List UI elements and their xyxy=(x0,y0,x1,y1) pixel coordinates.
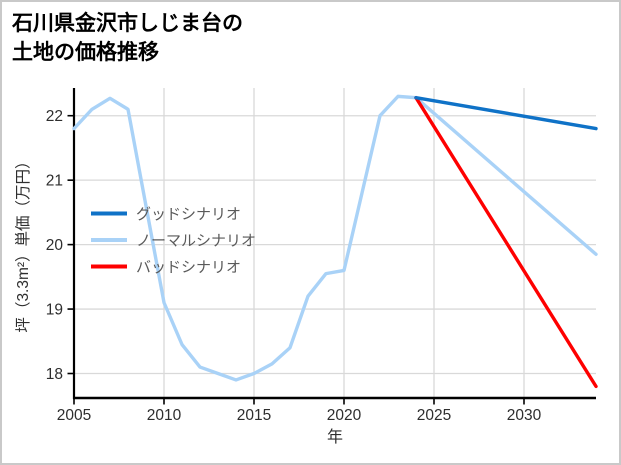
legend-label: ノーマルシナリオ xyxy=(136,233,256,250)
x-tick-label: 2015 xyxy=(237,407,271,424)
x-axis-label: 年 xyxy=(327,428,343,446)
x-tick-label: 2025 xyxy=(417,407,451,424)
y-axis-label: 坪（3.3m²）単価（万円） xyxy=(14,153,32,332)
y-tick-label: 21 xyxy=(46,173,63,190)
chart-title: 石川県金沢市しじま台の 土地の価格推移 xyxy=(12,10,243,68)
series-line-good-forecast xyxy=(414,95,598,131)
y-tick-label: 18 xyxy=(46,366,63,383)
legend-label: バッドシナリオ xyxy=(136,259,241,276)
x-tick-label: 2030 xyxy=(507,407,542,424)
chart-title-line2: 土地の価格推移 xyxy=(12,40,159,64)
x-tick-label: 2020 xyxy=(327,407,362,424)
y-tick-label: 22 xyxy=(46,108,63,125)
y-tick-label: 20 xyxy=(46,237,64,254)
x-tick-label: 2005 xyxy=(57,407,91,424)
x-tick-label: 2010 xyxy=(147,407,182,424)
legend-label: グッドシナリオ xyxy=(136,206,241,223)
series-line-bad-forecast xyxy=(414,95,598,389)
chart-title-line1: 石川県金沢市しじま台の xyxy=(12,12,243,35)
y-tick-label: 19 xyxy=(46,302,63,319)
series-line-historical+normal-forecast xyxy=(72,94,598,382)
